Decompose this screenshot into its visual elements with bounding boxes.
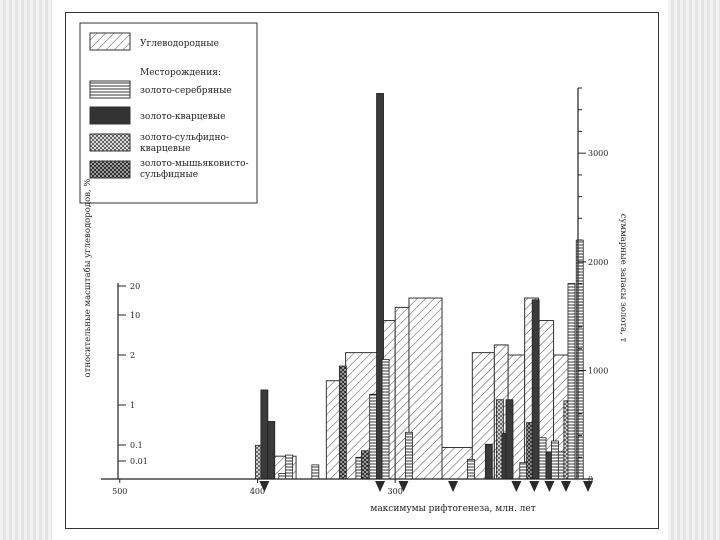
deposit-bar-gold-silver (538, 437, 547, 480)
slide-right-border (668, 0, 720, 540)
left-tick-label: 20 (130, 282, 140, 291)
rifting-maximum-marker (544, 481, 555, 492)
right-tick-label: 1000 (588, 366, 608, 375)
legend-swatch-hydrocarbon (89, 32, 131, 51)
chart-svg: Углеводородные Месторождения: золото-сер… (79, 22, 628, 514)
rifting-maximum-marker (375, 481, 386, 492)
rifting-maximum-marker (583, 481, 593, 492)
slide-left-border (0, 0, 52, 540)
x-tick-label: 400 (250, 487, 265, 496)
deposit-bar-gold-silver (369, 393, 378, 480)
x-tick-label: 500 (112, 487, 127, 496)
deposit-bar-gold-silver (311, 464, 320, 480)
plot-area: 20 10 2 1 0.1 0.01 0 1000 2000 3000 500 400 300 (101, 87, 608, 496)
rifting-maximum-marker (448, 481, 459, 492)
deposit-bar-gold-arsenic-sulfide (361, 450, 369, 480)
deposit-bar-gold-silver (405, 431, 413, 480)
legend-swatch-gold-sulfide-quartz (89, 133, 131, 152)
legend-label-gold-sulfide-quartz: золото-сульфидно- кварцевые (140, 133, 232, 154)
left-tick-label: 1 (130, 401, 135, 410)
deposit-bar-gold-arsenic-sulfide (338, 365, 347, 480)
left-tick-label: 10 (130, 311, 140, 320)
rifting-maximum-marker (529, 481, 540, 492)
legend: Углеводородные Месторождения: золото-сер… (79, 22, 258, 204)
left-tick-label: 0.1 (130, 441, 143, 450)
figure-frame: Углеводородные Месторождения: золото-сер… (65, 12, 659, 529)
legend-swatch-gold-quartz (89, 106, 131, 125)
deposit-bar-gold-silver (381, 359, 390, 480)
rifting-maximum-marker (259, 481, 270, 492)
legend-swatch-gold-arsenic-sulfide (89, 160, 131, 179)
right-axis-title: суммарные запасы золота, т (618, 214, 628, 343)
deposit-bar-gold-quartz (484, 443, 493, 480)
x-axis-title: максимумы рифтогенеза, млн. лет (370, 504, 535, 514)
left-tick-label: 0.01 (130, 457, 148, 466)
deposit-bar-gold-silver (278, 473, 287, 480)
left-tick-label: 2 (130, 351, 135, 360)
right-tick-label: 3000 (588, 149, 608, 158)
deposit-bar-gold-silver (575, 239, 584, 480)
rifting-maximum-marker (511, 481, 522, 492)
deposit-bar-gold-silver (551, 440, 559, 480)
legend-swatch-gold-silver (89, 80, 131, 99)
deposit-bar-gold-silver (285, 454, 294, 480)
hydrocarbon-step-5 (408, 297, 443, 480)
right-tick-label: 0 (588, 475, 593, 484)
deposit-bar-gold-silver (467, 459, 475, 480)
legend-label-deposits: Месторождения: (140, 68, 221, 78)
deposit-bar-gold-quartz (505, 399, 514, 480)
rifting-maximum-marker (560, 481, 571, 492)
deposit-bar-gold-silver (567, 283, 576, 480)
left-axis-title: относительные масштабы углеводородов, % (82, 179, 93, 378)
legend-label-hydrocarbon: Углеводородные (140, 39, 219, 49)
right-tick-label: 2000 (588, 258, 608, 267)
legend-label-gold-quartz: золото-кварцевые (140, 112, 225, 122)
x-tick-label: 300 (388, 487, 403, 496)
deposit-bar-gold-quartz (531, 299, 540, 480)
deposit-bar-gold-quartz (260, 389, 269, 480)
deposit-bar-gold-quartz (267, 421, 276, 480)
legend-label-gold-silver: золото-серебряные (140, 85, 232, 96)
rifting-maximum-marker (398, 481, 409, 492)
deposit-bar-gold-silver (519, 462, 528, 480)
legend-label-gold-arsenic-sulfide: золото-мышьяковисто- сульфидные (140, 159, 251, 180)
